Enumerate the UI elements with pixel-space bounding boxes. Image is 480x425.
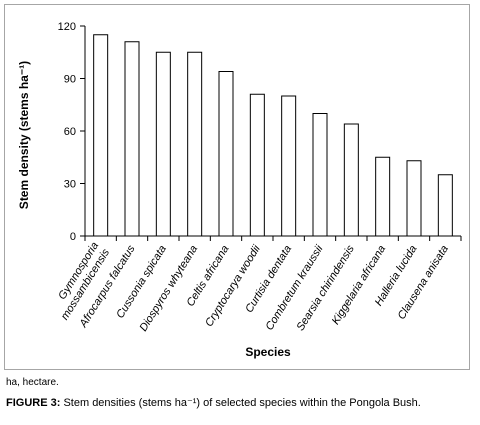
bar (155, 51, 171, 237)
bar (437, 174, 453, 237)
bars (93, 34, 453, 237)
x-tick-label: Diospyros whyteana (138, 243, 201, 333)
x-axis-label: Species (245, 345, 291, 359)
bar (406, 160, 422, 237)
axes (80, 25, 462, 241)
y-tick-label: 30 (64, 179, 76, 191)
bar (281, 95, 297, 237)
bar (312, 113, 328, 237)
x-tick-label: Searsia chirindensis (295, 243, 358, 333)
y-tick-label: 90 (64, 74, 76, 86)
bar (124, 41, 140, 237)
y-axis-label: Stem density (stems ha⁻¹) (17, 61, 31, 209)
figure-label: FIGURE 3: (6, 397, 61, 409)
figure-caption: FIGURE 3: Stem densities (stems ha⁻¹) of… (6, 396, 421, 409)
bar (218, 71, 234, 237)
y-tick-label: 60 (64, 126, 76, 138)
y-tick-label: 120 (58, 21, 76, 33)
bar (343, 123, 359, 237)
y-tick-label: 0 (70, 231, 76, 243)
bar (187, 51, 203, 237)
x-tick-label: Combretum kraussii (264, 243, 326, 333)
bar (93, 34, 109, 237)
bar (375, 156, 391, 237)
chart-frame: 0 30 60 90 120 Gymnosporiamossambicensis Afro… (4, 4, 470, 370)
x-tick-label: Cryptocarya woodii (203, 243, 263, 329)
stem-density-chart: 0 30 60 90 120 GymnosporiamossambicensisAfro… (17, 21, 462, 359)
y-tick-labels: 0 30 60 90 120 (58, 21, 76, 243)
caption-text: Stem densities (stems ha⁻¹) of selected … (60, 397, 421, 409)
bar (249, 93, 265, 237)
footnote: ha, hectare. (6, 377, 59, 388)
